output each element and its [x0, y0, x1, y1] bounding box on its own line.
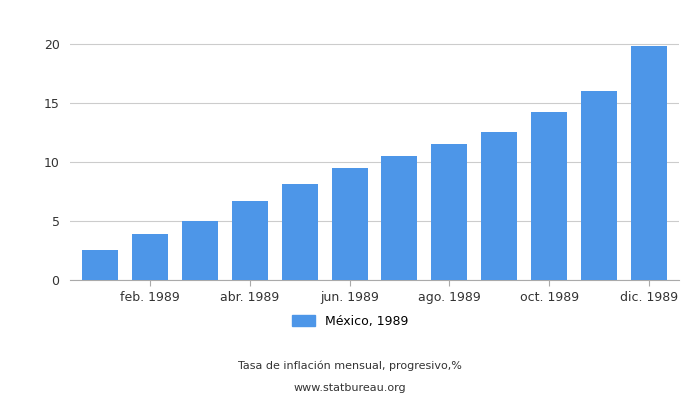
Bar — [531, 112, 567, 280]
Legend: México, 1989: México, 1989 — [292, 315, 408, 328]
Bar — [332, 168, 368, 280]
Text: Tasa de inflación mensual, progresivo,%: Tasa de inflación mensual, progresivo,% — [238, 361, 462, 371]
Bar — [382, 156, 417, 280]
Bar — [482, 132, 517, 280]
Bar — [182, 221, 218, 280]
Text: www.statbureau.org: www.statbureau.org — [294, 383, 406, 393]
Bar — [82, 250, 118, 280]
Bar — [232, 201, 267, 280]
Bar — [631, 46, 667, 280]
Bar — [132, 234, 168, 280]
Bar — [281, 184, 318, 280]
Bar — [581, 91, 617, 280]
Bar — [431, 144, 468, 280]
